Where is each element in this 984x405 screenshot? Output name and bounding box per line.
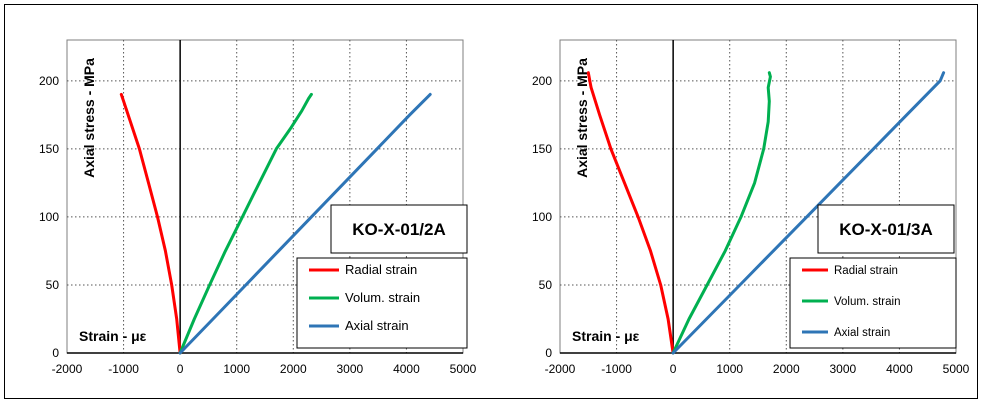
- x-tick-label: 1000: [716, 362, 743, 376]
- chart-title-box: [817, 204, 955, 254]
- x-tick-label: 2000: [280, 362, 307, 376]
- x-tick-label: 1000: [223, 362, 250, 376]
- x-tick-label: 5000: [943, 362, 970, 376]
- y-tick-label: 50: [539, 278, 553, 292]
- y-axis-title: Axial stress - MPa: [81, 58, 97, 178]
- y-tick-label: 0: [545, 346, 552, 360]
- legend-label: Axial strain: [345, 318, 409, 333]
- x-tick-label: 0: [177, 362, 184, 376]
- y-tick-label: 50: [46, 278, 60, 292]
- chart-2: -2000 -1000 0 1000 2000 3000 4000 5000 0 50 100 150…: [532, 39, 970, 376]
- x-tick-label: -1000: [108, 362, 139, 376]
- series-line-radial-strain: [119, 92, 182, 355]
- x-axis-title: Strain - με: [572, 328, 640, 344]
- x-tick-label: -2000: [545, 362, 576, 376]
- y-tick-label: 200: [532, 74, 552, 88]
- chart-title: KO-X-01/3A: [839, 220, 933, 239]
- x-tick-label: 3000: [830, 362, 857, 376]
- x-tick-label: -2000: [52, 362, 83, 376]
- y-tick-label: 100: [532, 210, 552, 224]
- legend-box: [789, 257, 957, 349]
- y-tick-label: 200: [39, 74, 59, 88]
- chart-title-box: [330, 204, 468, 254]
- series-line-axial-strain: [178, 92, 432, 355]
- legend-label: Volum. strain: [345, 290, 420, 305]
- y-axis-title: Axial stress - MPa: [574, 58, 590, 178]
- y-tick-label: 0: [52, 346, 59, 360]
- legend-label: Radial strain: [834, 265, 898, 277]
- x-axis-title: Strain - με: [79, 328, 147, 344]
- legend-label: Axial strain: [834, 327, 890, 339]
- x-tick-label: 3000: [337, 362, 364, 376]
- x-tick-label: 4000: [393, 362, 420, 376]
- series-line-axial-strain: [671, 71, 946, 355]
- x-tick-label: -1000: [601, 362, 632, 376]
- series-line-volum-strain: [178, 92, 313, 355]
- series-line-radial-strain: [586, 71, 675, 355]
- chart-1: -2000 -1000 0 1000 2000 3000 4000 5000 0 50 100 150…: [39, 39, 477, 376]
- x-tick-label: 5000: [450, 362, 477, 376]
- legend-label: Radial strain: [345, 262, 417, 277]
- chart-title: KO-X-01/2A: [352, 220, 446, 239]
- y-tick-label: 150: [532, 142, 552, 156]
- x-tick-label: 4000: [886, 362, 913, 376]
- x-tick-label: 0: [670, 362, 677, 376]
- x-tick-label: 2000: [773, 362, 800, 376]
- legend-box: [296, 257, 468, 349]
- series-line-volum-strain: [671, 71, 772, 355]
- y-tick-label: 100: [39, 210, 59, 224]
- legend-label: Volum. strain: [834, 296, 900, 308]
- y-tick-label: 150: [39, 142, 59, 156]
